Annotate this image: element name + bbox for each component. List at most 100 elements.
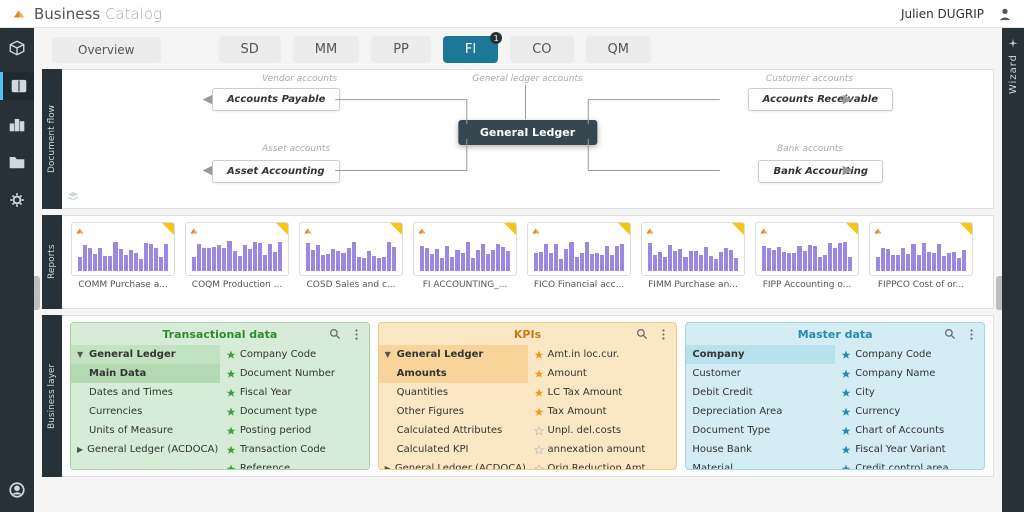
list-item[interactable]: Calculated Attributes — [379, 421, 528, 440]
list-item[interactable]: Transaction Code — [220, 440, 369, 459]
user-icon[interactable] — [998, 7, 1012, 21]
list-item[interactable]: Orig.Reduction Amt — [528, 459, 677, 469]
sparkle-icon — [1007, 38, 1019, 50]
collapse-left-button[interactable]: ‹ — [34, 276, 40, 310]
list-item[interactable]: Other Figures — [379, 402, 528, 421]
search-icon[interactable] — [636, 328, 649, 341]
list-item[interactable]: Tax Amount — [528, 402, 677, 421]
panel-master: Master data CompanyCustomerDebit CreditD… — [685, 322, 985, 470]
nav-settings[interactable] — [0, 186, 34, 214]
more-icon[interactable] — [350, 328, 363, 341]
list-item[interactable]: Dates and Times — [71, 383, 220, 402]
cube-icon — [8, 39, 26, 57]
app-header: Business Catalog Julien DUGRIP — [0, 0, 1024, 28]
list-item[interactable]: Posting period — [220, 421, 369, 440]
more-icon[interactable] — [965, 328, 978, 341]
list-item[interactable]: LC Tax Amount — [528, 383, 677, 402]
list-item[interactable]: ▶General Ledger (ACDOCA) — [71, 440, 220, 459]
list-item[interactable]: Company — [686, 345, 835, 364]
tab-co[interactable]: CO — [510, 36, 573, 63]
right-sidebar[interactable]: Wizard — [1002, 28, 1024, 512]
report-card[interactable]: COMM Purchase a... — [70, 222, 176, 290]
folder-icon — [8, 153, 26, 171]
report-label: FIPPCO Cost of or... — [868, 280, 974, 290]
list-item[interactable]: City — [835, 383, 984, 402]
list-item[interactable]: ▼General Ledger — [71, 345, 220, 364]
tab-sd[interactable]: SD — [219, 36, 281, 63]
left-sidebar — [0, 28, 34, 512]
headset-icon — [8, 481, 26, 499]
nav-folder[interactable] — [0, 148, 34, 176]
panel-transactional-title: Transactional data — [162, 328, 277, 341]
user-name[interactable]: Julien DUGRIP — [901, 7, 984, 21]
list-item[interactable]: annexation amount — [528, 440, 677, 459]
search-icon[interactable] — [944, 328, 957, 341]
list-item[interactable]: Company Code — [220, 345, 369, 364]
layers-icon[interactable] — [66, 190, 80, 204]
business-layer-zone: Business layer Transactional data ▼Gener… — [42, 315, 994, 477]
document-flow-zone: Document flow Vendor accounts General le… — [42, 69, 994, 209]
report-label: FIPP Accounting o... — [754, 280, 860, 290]
report-card[interactable]: FIPP Accounting o... — [754, 222, 860, 290]
panel-master-title: Master data — [798, 328, 873, 341]
list-item[interactable]: Company Name — [835, 364, 984, 383]
tab-pp[interactable]: PP — [371, 36, 431, 63]
list-item[interactable]: Customer — [686, 364, 835, 383]
collapse-right-button[interactable]: › — [996, 276, 1002, 310]
list-item[interactable]: House Bank — [686, 440, 835, 459]
report-card[interactable]: COSD Sales and c... — [298, 222, 404, 290]
overview-button[interactable]: Overview — [52, 37, 161, 63]
tab-badge: 1 — [490, 32, 502, 44]
wizard-label: Wizard — [1008, 54, 1019, 94]
list-item[interactable]: Units of Measure — [71, 421, 220, 440]
nav-cube[interactable] — [0, 34, 34, 62]
list-item[interactable]: Unpl. del.costs — [528, 421, 677, 440]
list-item[interactable]: Fiscal Year Variant — [835, 440, 984, 459]
list-item[interactable]: Document type — [220, 402, 369, 421]
list-item[interactable]: ▶General Ledger (ACDOCA) — [379, 459, 528, 469]
report-card[interactable]: FICO Financial acc... — [526, 222, 632, 290]
list-item[interactable]: Document Type — [686, 421, 835, 440]
panel-kpis: KPIs ▼General LedgerAmountsQuantitiesOth… — [378, 322, 678, 470]
chart-icon — [8, 115, 26, 133]
nav-analytics[interactable] — [0, 110, 34, 138]
report-card[interactable]: FI ACCOUNTING_... — [412, 222, 518, 290]
list-item[interactable]: Currency — [835, 402, 984, 421]
list-item[interactable]: Company Code — [835, 345, 984, 364]
book-icon — [10, 77, 28, 95]
main-content: ‹ › Overview SD MM PP FI1 CO QM Document flow… — [34, 28, 1002, 512]
list-item[interactable]: Reference — [220, 459, 369, 469]
flow-connectors — [62, 70, 993, 208]
nav-help[interactable] — [0, 476, 34, 504]
report-label: COSD Sales and c... — [298, 280, 404, 290]
search-icon[interactable] — [329, 328, 342, 341]
list-item[interactable]: ▼General Ledger — [379, 345, 528, 364]
list-item[interactable]: Chart of Accounts — [835, 421, 984, 440]
list-item[interactable]: Document Number — [220, 364, 369, 383]
list-item[interactable]: Material — [686, 459, 835, 469]
list-item[interactable]: Debit Credit — [686, 383, 835, 402]
tab-mm[interactable]: MM — [293, 36, 359, 63]
list-item[interactable]: Currencies — [71, 402, 220, 421]
app-logo-icon — [12, 7, 26, 21]
panel-transactional: Transactional data ▼General LedgerMain D… — [70, 322, 370, 470]
document-flow-label: Document flow — [42, 69, 62, 209]
reports-zone: Reports COMM Purchase a...COQM Productio… — [42, 215, 994, 309]
list-item[interactable]: Amount — [528, 364, 677, 383]
list-item[interactable]: Calculated KPI — [379, 440, 528, 459]
report-card[interactable]: COQM Production ... — [184, 222, 290, 290]
list-item[interactable]: Main Data — [71, 364, 220, 383]
list-item[interactable]: Credit control area — [835, 459, 984, 469]
list-item[interactable]: Fiscal Year — [220, 383, 369, 402]
list-item[interactable]: Amt.in loc.cur. — [528, 345, 677, 364]
tab-qm[interactable]: QM — [586, 36, 651, 63]
tab-fi[interactable]: FI1 — [443, 36, 498, 63]
list-item[interactable]: Quantities — [379, 383, 528, 402]
nav-catalog[interactable] — [0, 72, 34, 100]
list-item[interactable]: Depreciation Area — [686, 402, 835, 421]
list-item[interactable]: Amounts — [379, 364, 528, 383]
report-label: COMM Purchase a... — [70, 280, 176, 290]
report-card[interactable]: FIMM Purchase an... — [640, 222, 746, 290]
more-icon[interactable] — [657, 328, 670, 341]
report-card[interactable]: FIPPCO Cost of or... — [868, 222, 974, 290]
